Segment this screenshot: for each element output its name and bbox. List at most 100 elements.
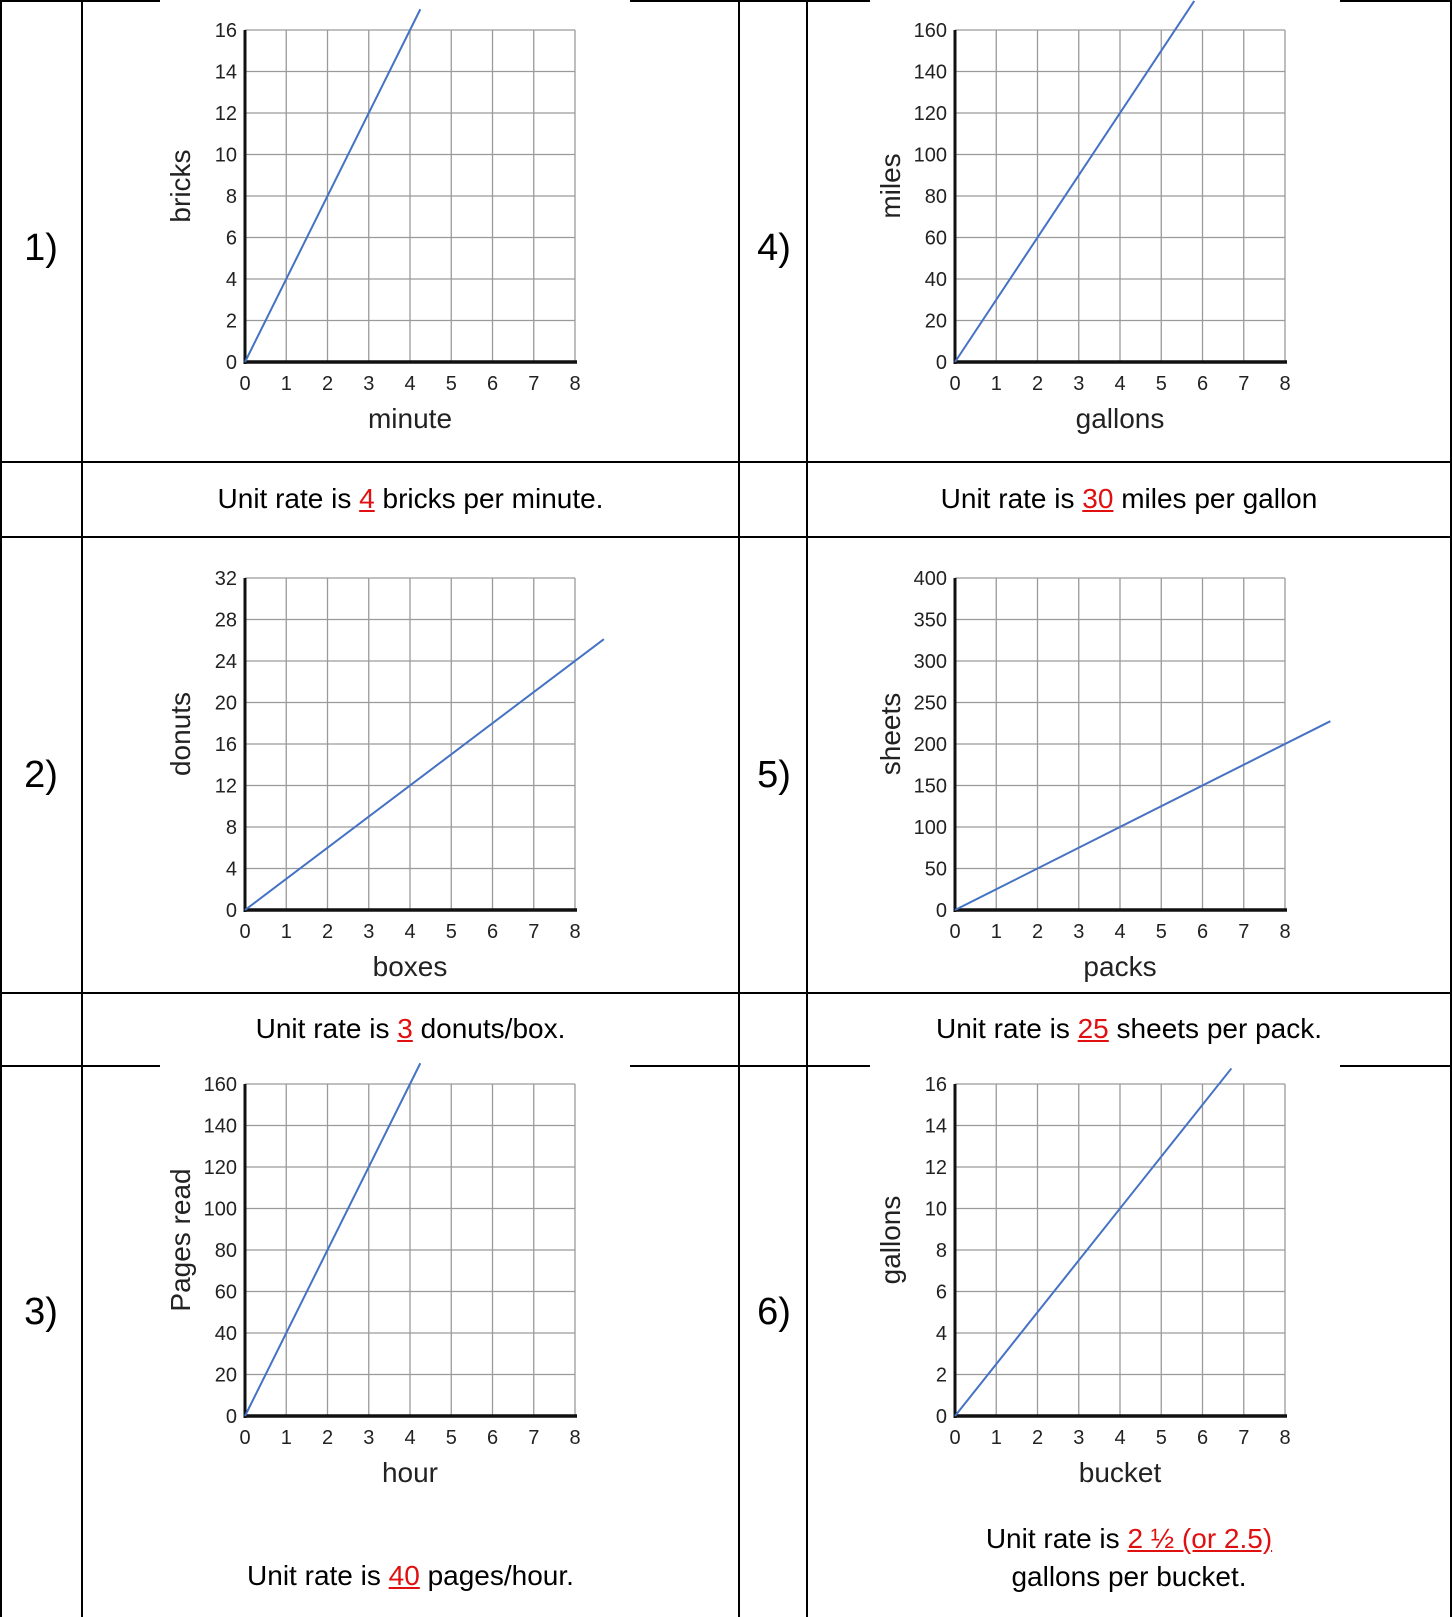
chart-background <box>870 548 1340 990</box>
x-tick-label: 3 <box>1073 921 1084 943</box>
x-tick-label: 8 <box>1279 373 1290 395</box>
x-tick-label: 3 <box>1073 1427 1084 1449</box>
y-tick-label: 16 <box>215 734 237 756</box>
y-tick-label: 150 <box>914 776 947 798</box>
x-tick-label: 1 <box>281 1427 292 1449</box>
x-tick-label: 7 <box>528 373 539 395</box>
row-divider <box>0 992 1452 994</box>
x-tick-label: 7 <box>528 1427 539 1449</box>
row-divider <box>0 536 1452 538</box>
y-tick-label: 140 <box>914 62 947 84</box>
series-line <box>244 8 422 363</box>
chart-background <box>160 1054 630 1516</box>
y-tick-label: 10 <box>215 145 237 167</box>
y-tick-label: 40 <box>215 1323 237 1345</box>
x-tick-label: 1 <box>991 373 1002 395</box>
x-tick-label: 2 <box>1032 373 1043 395</box>
y-tick-label: 16 <box>215 20 237 42</box>
x-tick-label: 0 <box>949 921 960 943</box>
y-tick-label: 0 <box>226 900 237 922</box>
problem-number: 5) <box>757 754 791 796</box>
answer-value: 30 <box>1082 483 1114 514</box>
x-tick-label: 7 <box>1238 373 1249 395</box>
chart-background <box>160 0 630 458</box>
x-tick-label: 4 <box>1114 373 1125 395</box>
x-tick-label: 2 <box>1032 1427 1043 1449</box>
y-tick-label: 100 <box>204 1199 237 1221</box>
y-tick-label: 4 <box>226 269 237 291</box>
x-tick-label: 3 <box>1073 373 1084 395</box>
answer-value: 3 <box>397 1013 413 1044</box>
chart-svg: 0 1 2 3 4 5 6 7 8 0 50 100 150 200 250 300 350 400 packs sh… <box>870 548 1340 990</box>
problem-number: 2) <box>24 754 58 796</box>
table-border-left <box>0 0 2 1617</box>
y-axis-label: sheets <box>875 693 906 776</box>
x-tick-label: 0 <box>239 373 250 395</box>
y-tick-label: 50 <box>925 859 947 881</box>
y-tick-label: 32 <box>215 568 237 590</box>
unit-rate-answer: Unit rate is 4 bricks per minute. <box>217 483 604 514</box>
y-tick-label: 20 <box>925 311 947 333</box>
y-tick-label: 4 <box>226 859 237 881</box>
answer-value: 40 <box>388 1560 420 1591</box>
series-line <box>954 1067 1233 1417</box>
series-line <box>954 0 1196 363</box>
y-tick-label: 80 <box>925 186 947 208</box>
y-tick-label: 8 <box>936 1240 947 1262</box>
x-tick-label: 5 <box>446 373 457 395</box>
answer-value: 25 <box>1077 1013 1109 1044</box>
x-axis-label: boxes <box>373 951 448 982</box>
x-tick-label: 5 <box>1156 373 1167 395</box>
x-tick-label: 0 <box>949 1427 960 1449</box>
y-tick-label: 10 <box>925 1199 947 1221</box>
x-tick-label: 8 <box>1279 1427 1290 1449</box>
x-tick-label: 2 <box>322 373 333 395</box>
y-tick-label: 20 <box>215 1365 237 1387</box>
y-tick-label: 40 <box>925 269 947 291</box>
x-tick-label: 8 <box>1279 921 1290 943</box>
chart-background <box>870 0 1340 458</box>
y-tick-label: 2 <box>936 1365 947 1387</box>
x-tick-label: 3 <box>363 921 374 943</box>
x-tick-label: 7 <box>1238 1427 1249 1449</box>
x-tick-label: 0 <box>239 921 250 943</box>
x-tick-label: 8 <box>569 1427 580 1449</box>
chart-gallons-per-bucket: 0 1 2 3 4 5 6 7 8 0 2 4 6 8 10 12 14 16 bucket gallons <box>870 1054 1340 1516</box>
problem-number: 4) <box>757 227 791 269</box>
y-tick-label: 350 <box>914 610 947 632</box>
chart-donuts-per-box: 0 1 2 3 4 5 6 7 8 0 4 8 12 16 20 24 28 32 boxes donuts <box>160 548 630 990</box>
y-tick-label: 120 <box>914 103 947 125</box>
y-tick-label: 12 <box>925 1157 947 1179</box>
x-tick-label: 4 <box>404 373 415 395</box>
x-tick-label: 4 <box>404 921 415 943</box>
chart-svg: 0 1 2 3 4 5 6 7 8020406080100120140160hourPages … <box>160 1054 630 1516</box>
answer-value: 4 <box>359 483 375 514</box>
series-line <box>244 638 605 911</box>
x-axis-label: hour <box>382 1457 438 1488</box>
y-tick-label: 14 <box>925 1116 947 1138</box>
x-tick-label: 8 <box>569 921 580 943</box>
y-tick-label: 6 <box>936 1282 947 1304</box>
y-tick-label: 0 <box>936 352 947 374</box>
row-divider <box>0 1065 1452 1067</box>
chart-background <box>160 548 630 990</box>
problem-number: 1) <box>24 227 58 269</box>
series-line <box>244 1062 422 1417</box>
answer-value: 2 ½ (or 2.5) <box>1127 1523 1273 1554</box>
x-tick-label: 0 <box>239 1427 250 1449</box>
x-axis-label: minute <box>368 403 452 434</box>
table-border-right <box>1450 0 1452 1617</box>
x-tick-label: 1 <box>281 373 292 395</box>
x-tick-label: 1 <box>281 921 292 943</box>
y-axis-label: donuts <box>165 692 196 776</box>
y-axis-label: Pages read <box>165 1168 196 1311</box>
x-tick-label: 3 <box>363 373 374 395</box>
y-tick-label: 6 <box>226 228 237 250</box>
y-tick-label: 4 <box>936 1323 947 1345</box>
x-tick-label: 4 <box>404 1427 415 1449</box>
y-tick-label: 200 <box>914 734 947 756</box>
y-tick-label: 0 <box>936 1406 947 1428</box>
chart-sheets-per-pack: 0 1 2 3 4 5 6 7 8 0 50 100 150 200 250 300 350 400 packs sh… <box>870 548 1340 990</box>
